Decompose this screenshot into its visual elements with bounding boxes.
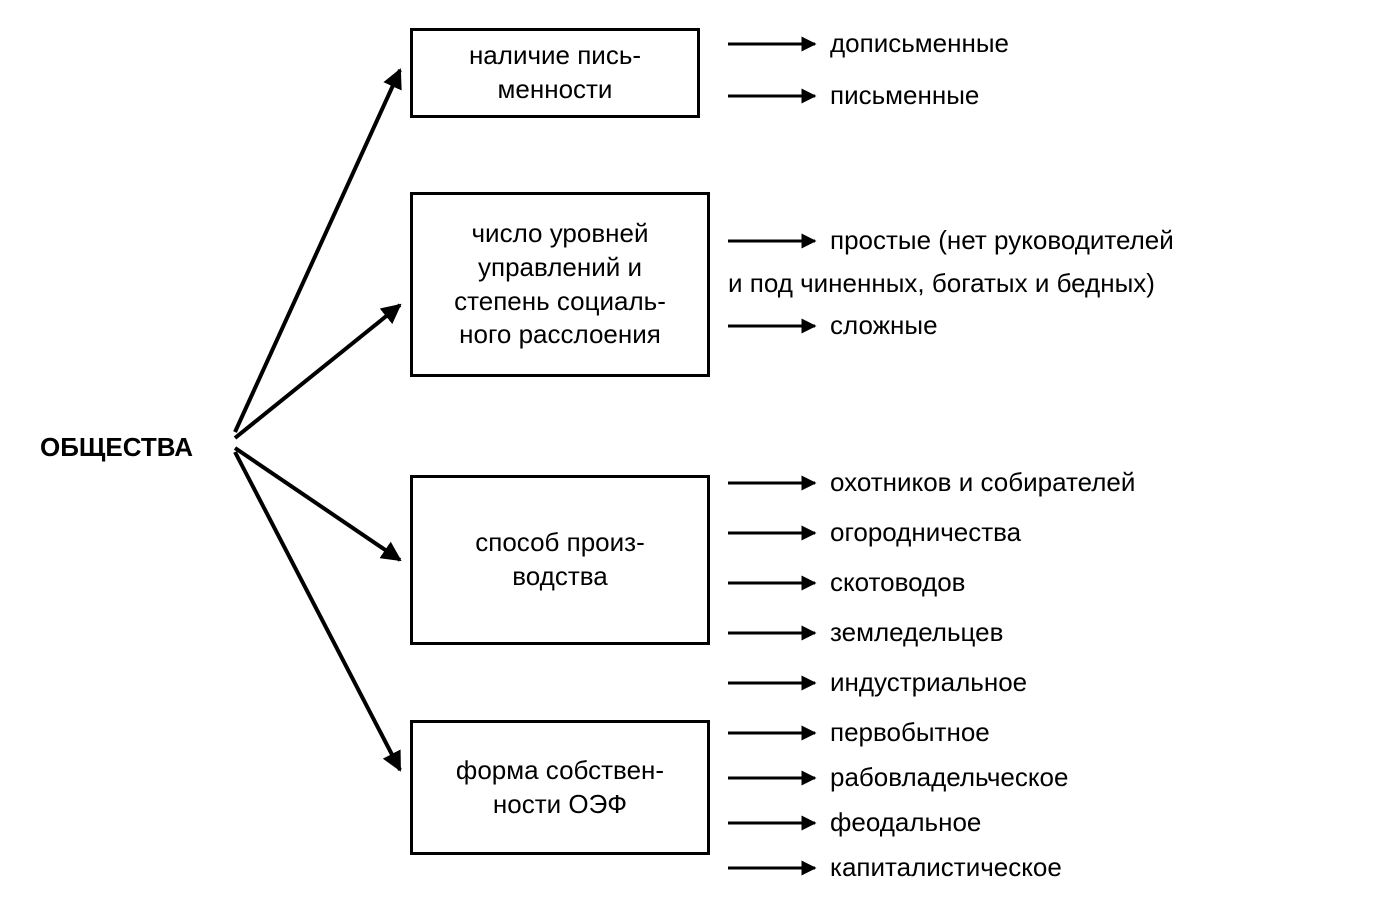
leaf-industrial: индустриальное bbox=[830, 667, 1027, 698]
box-production-line2: водства bbox=[475, 560, 645, 594]
leaf-agrarian: земледельцев bbox=[830, 617, 1003, 648]
leaf-preliterate: дописьменные bbox=[830, 28, 1009, 59]
box-production-line1: способ произ- bbox=[475, 526, 645, 560]
box-levels-line2: управлений и bbox=[454, 251, 666, 285]
leaf-capitalist: капиталистическое bbox=[830, 852, 1062, 883]
leaf-complex: сложные bbox=[830, 310, 938, 341]
box-ownership-line1: форма собствен- bbox=[456, 754, 664, 788]
box-levels-line3: степень социаль- bbox=[454, 285, 666, 319]
leaf-hunters: охотников и собирателей bbox=[830, 467, 1135, 498]
box-levels-line4: ного расслоения bbox=[454, 318, 666, 352]
box-writing-line2: менности bbox=[469, 73, 641, 107]
box-writing-line1: наличие пись- bbox=[469, 39, 641, 73]
box-production: способ произ- водства bbox=[410, 475, 710, 645]
leaf-simple-extra: и под чиненных, богатых и бедных) bbox=[728, 268, 1155, 299]
leaf-slaveholding: рабовладельческое bbox=[830, 762, 1068, 793]
leaf-horticulture: огородничества bbox=[830, 517, 1021, 548]
diagram-container: ОБЩЕСТВА наличие пись- менности число ур… bbox=[0, 0, 1386, 902]
leaf-herders: скотоводов bbox=[830, 567, 965, 598]
box-writing: наличие пись- менности bbox=[410, 28, 700, 118]
leaf-simple: простые (нет руководителей bbox=[830, 225, 1174, 256]
box-levels: число уровней управлений и степень социа… bbox=[410, 192, 710, 377]
leaf-literate: письменные bbox=[830, 80, 979, 111]
box-ownership: форма собствен- ности ОЭФ bbox=[410, 720, 710, 855]
leaf-primitive: первобытное bbox=[830, 717, 990, 748]
root-label: ОБЩЕСТВА bbox=[40, 432, 193, 463]
box-levels-line1: число уровней bbox=[454, 217, 666, 251]
leaf-feudal: феодальное bbox=[830, 807, 981, 838]
box-ownership-line2: ности ОЭФ bbox=[456, 788, 664, 822]
